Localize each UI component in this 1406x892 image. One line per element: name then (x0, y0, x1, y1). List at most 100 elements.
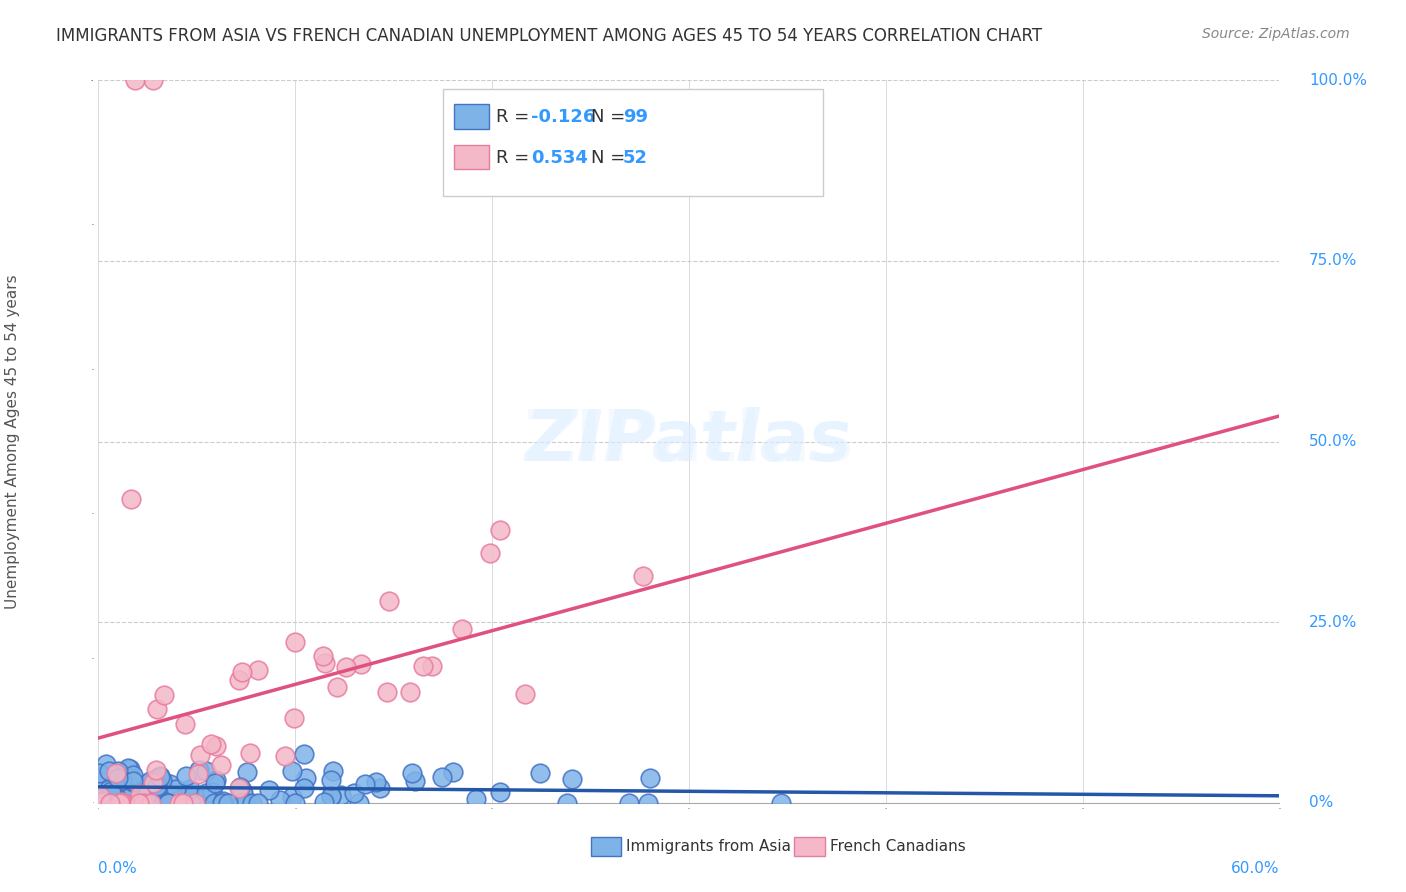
Point (120, 771, 142, 785)
Point (91, 794, 114, 808)
Point (401, 766, 423, 780)
Point (174, 769, 197, 783)
Point (350, 657, 373, 672)
Text: R =: R = (496, 149, 536, 167)
Point (139, 796, 162, 810)
Point (368, 780, 391, 795)
Point (281, 789, 304, 804)
Point (153, 688, 176, 702)
Point (404, 774, 426, 789)
Point (111, 772, 134, 787)
Point (322, 764, 344, 778)
Point (451, 622, 474, 636)
Point (94, 756, 117, 771)
Point (513, 687, 536, 701)
Point (353, 777, 375, 791)
Text: ZIPatlas: ZIPatlas (524, 407, 853, 476)
Text: 0.534: 0.534 (531, 149, 588, 167)
Point (136, 787, 159, 801)
Point (183, 796, 205, 810)
Point (132, 796, 155, 810)
Point (619, 796, 641, 810)
Point (188, 764, 211, 778)
Point (561, 772, 583, 786)
Text: Source: ZipAtlas.com: Source: ZipAtlas.com (1202, 27, 1350, 41)
Point (412, 659, 434, 673)
Point (247, 796, 270, 810)
Point (146, 702, 169, 716)
Text: Unemployment Among Ages 45 to 54 years: Unemployment Among Ages 45 to 54 years (4, 274, 20, 609)
Point (280, 764, 302, 778)
Point (139, 774, 162, 789)
Point (114, 796, 136, 810)
Point (107, 771, 129, 785)
Point (145, 763, 167, 777)
Point (284, 796, 307, 810)
Point (114, 789, 136, 804)
Point (204, 776, 226, 790)
Point (142, 787, 165, 801)
Point (232, 786, 254, 800)
Point (228, 780, 250, 795)
Point (167, 796, 190, 810)
Text: N =: N = (591, 108, 630, 126)
Point (187, 767, 209, 781)
Point (118, 762, 141, 776)
Text: R =: R = (496, 108, 536, 126)
Point (205, 739, 228, 753)
Text: 75.0%: 75.0% (1309, 253, 1357, 268)
Point (212, 794, 235, 808)
Point (637, 796, 659, 810)
Point (441, 765, 464, 780)
Point (465, 791, 488, 805)
Point (769, 796, 792, 810)
Text: 100.0%: 100.0% (1309, 73, 1367, 87)
Point (489, 523, 512, 537)
Point (335, 660, 357, 674)
Point (201, 785, 224, 799)
Text: N =: N = (591, 149, 630, 167)
Point (228, 673, 250, 687)
Point (229, 780, 252, 794)
Point (90, 774, 112, 789)
Point (231, 796, 253, 810)
Point (89, 766, 111, 780)
Text: French Canadians: French Canadians (830, 839, 966, 854)
Point (430, 770, 453, 784)
Point (146, 771, 169, 785)
Point (319, 789, 342, 803)
Point (375, 685, 398, 699)
Point (209, 757, 232, 772)
Point (179, 782, 201, 797)
Point (292, 781, 315, 796)
Point (172, 796, 194, 810)
Point (259, 783, 281, 797)
Point (122, 775, 145, 789)
Point (159, 777, 181, 791)
Point (149, 770, 172, 784)
Point (235, 796, 257, 810)
Point (100, 784, 122, 798)
Point (342, 787, 364, 801)
Point (111, 786, 134, 800)
Point (165, 782, 187, 797)
Text: 0%: 0% (1309, 796, 1333, 810)
Point (240, 796, 263, 810)
Point (108, 774, 131, 789)
Point (105, 766, 128, 780)
Text: IMMIGRANTS FROM ASIA VS FRENCH CANADIAN UNEMPLOYMENT AMONG AGES 45 TO 54 YEARS C: IMMIGRANTS FROM ASIA VS FRENCH CANADIAN … (56, 27, 1042, 45)
Text: -0.126: -0.126 (531, 108, 596, 126)
Point (529, 765, 551, 780)
Point (162, 796, 184, 810)
Point (183, 788, 205, 802)
Point (284, 634, 307, 648)
Point (142, 775, 165, 789)
Point (239, 746, 262, 760)
Point (638, 771, 661, 785)
Text: Immigrants from Asia: Immigrants from Asia (626, 839, 790, 854)
Text: 60.0%: 60.0% (1232, 861, 1279, 876)
Point (312, 648, 335, 663)
Point (112, 796, 135, 810)
Point (120, 492, 142, 507)
Point (97, 793, 120, 807)
